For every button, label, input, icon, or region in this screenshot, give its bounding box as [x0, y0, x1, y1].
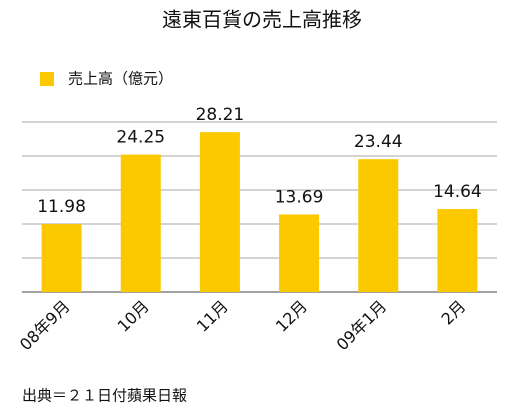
value-label: 23.44 — [354, 132, 403, 152]
value-label: 28.21 — [196, 105, 245, 125]
legend-swatch — [40, 72, 54, 86]
source-note: 出典＝２１日付蘋果日報 — [22, 387, 187, 405]
x-tick-label: 09年1月 — [333, 297, 391, 355]
bar — [279, 214, 320, 292]
x-tick-label: 08年9月 — [16, 297, 74, 355]
x-tick-label: 10月 — [114, 297, 153, 336]
bar — [199, 132, 240, 292]
x-tick-label: 11月 — [193, 297, 232, 336]
value-label: 13.69 — [275, 187, 324, 207]
x-tick-label: 12月 — [272, 297, 311, 336]
bar — [437, 209, 478, 292]
chart-title: 遠東百貨の売上高推移 — [162, 8, 362, 32]
x-tick-label: 2月 — [437, 297, 469, 329]
value-label: 24.25 — [116, 128, 165, 148]
legend-label: 売上高（億元） — [68, 70, 173, 88]
bar — [358, 159, 399, 292]
bar — [41, 224, 82, 292]
value-label: 14.64 — [433, 182, 482, 202]
bar — [120, 154, 161, 292]
value-label: 11.98 — [37, 197, 86, 217]
